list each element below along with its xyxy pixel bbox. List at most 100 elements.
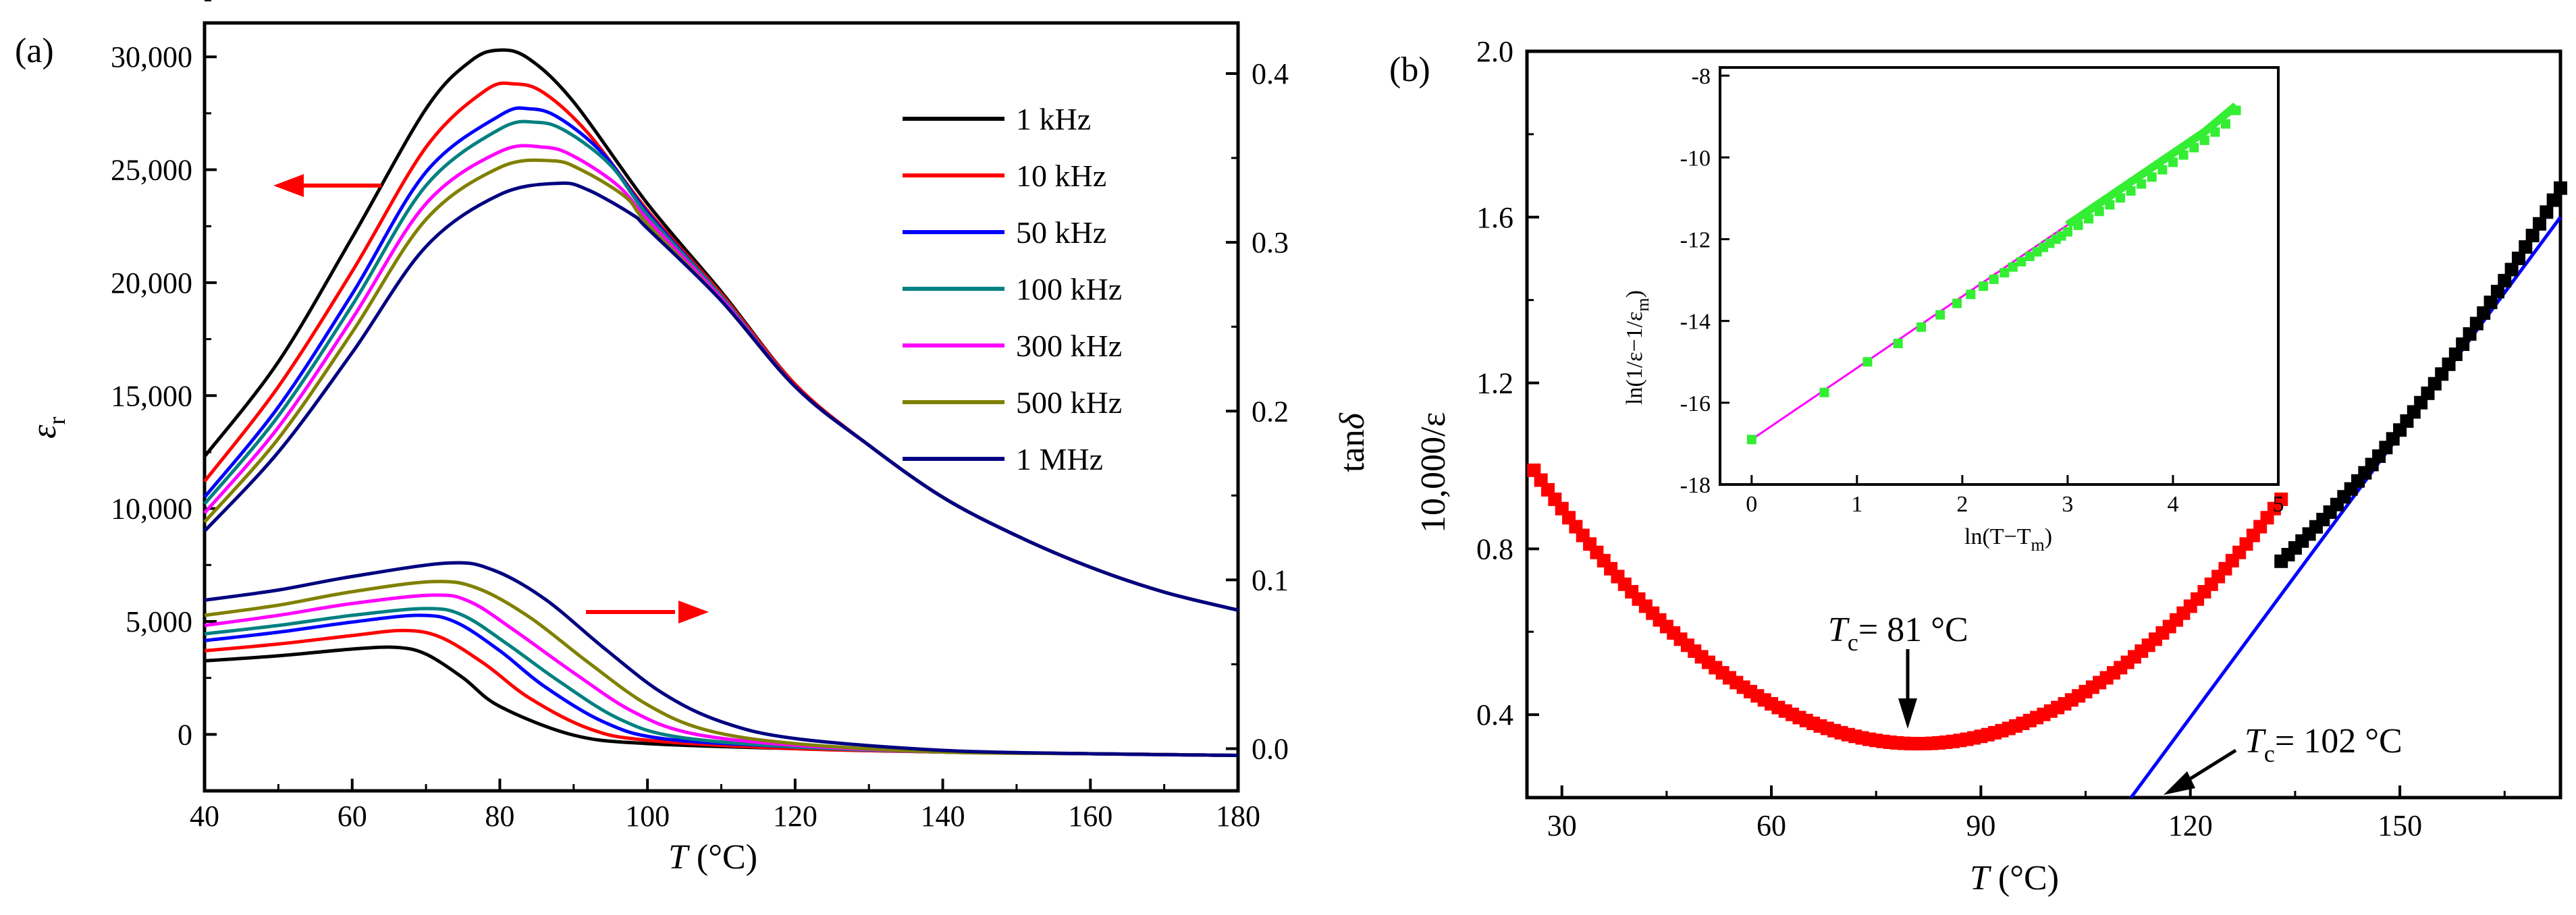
legend-label: 1 kHz	[1016, 102, 1091, 136]
inset-data-point	[1746, 435, 1756, 445]
right-y-tick-label: 0.2	[1252, 395, 1289, 428]
inset-data-point	[1862, 357, 1873, 367]
x-tick-label: 100	[625, 800, 670, 833]
x-tick-label: 60	[338, 800, 367, 833]
black-data-point	[2490, 285, 2504, 299]
x-tick-label: 60	[1756, 809, 1786, 842]
inset-data-point	[2084, 214, 2094, 224]
left-y-tick-label: 0	[178, 718, 192, 751]
inset-data-point	[2073, 220, 2083, 230]
panel-a-curves	[203, 48, 1239, 757]
loss-curve	[204, 580, 1239, 757]
inset-data-point	[2168, 157, 2178, 167]
tc-102-arrow-icon	[2164, 748, 2237, 795]
x-tick-label: 140	[921, 800, 965, 833]
black-data-point	[2511, 251, 2525, 265]
inset-y-tick-label: -14	[1680, 310, 1711, 335]
black-data-point	[2456, 337, 2470, 352]
panel-a-x-label: T (°C)	[668, 838, 757, 877]
left-y-tick-label: 5,000	[126, 605, 192, 638]
legend-label: 300 kHz	[1016, 329, 1122, 363]
inset-data-point	[2105, 200, 2115, 210]
y-tick-label: 0.4	[1476, 698, 1513, 731]
y-tick-label: 2.0	[1476, 35, 1513, 68]
panel-a-left-y-label: εr	[25, 417, 70, 439]
black-data-point	[2540, 205, 2554, 219]
right-y-tick-label: 0.1	[1252, 563, 1289, 597]
legend-label: 50 kHz	[1016, 215, 1106, 250]
legend-label: 1 MHz	[1016, 442, 1103, 476]
right-y-tick-label: 0.0	[1252, 732, 1289, 765]
inset-data-point	[1979, 281, 1989, 292]
inset-data-point	[2126, 186, 2136, 196]
inset-x-tick-label: 1	[1851, 492, 1862, 517]
inset-data-point	[1952, 298, 1962, 308]
inset-y-tick-label: -8	[1692, 64, 1711, 89]
black-data-point	[2546, 193, 2560, 207]
tc-102-annotation: Tc= 102 °C	[2245, 722, 2403, 767]
inset-x-tick-label: 5	[2273, 492, 2284, 517]
panel-a-label: (a)	[15, 32, 54, 70]
inset-data-point	[2094, 206, 2104, 217]
inset-plot: 0 1 2 3 4 5 -18 -16 -14 -12 -10 -8 ln(T−Tm) ln(1/ε…	[1622, 64, 2284, 555]
black-data-point	[2477, 306, 2491, 320]
right-y-tick-label: 0.4	[1252, 57, 1289, 90]
right-y-tick-label: 0.3	[1252, 226, 1289, 259]
left-y-tick-label: 20,000	[111, 267, 192, 300]
inset-x-ticks: 0 1 2 3 4 5	[1746, 475, 2284, 517]
inset-data-point	[2210, 127, 2220, 137]
panel-b-data	[1527, 181, 2567, 799]
inset-y-tick-label: -18	[1680, 473, 1711, 498]
inset-data-point	[2199, 135, 2209, 145]
panel-a-right-y-ticks: 0.0 0.1 0.2 0.3 0.4	[1226, 57, 1289, 765]
inset-x-tick-label: 3	[2062, 492, 2073, 517]
panel-b-x-ticks: 30 60 90 120 150	[1547, 785, 2506, 842]
inset-data-point	[1966, 289, 1976, 300]
panel-b: (b) 30 60 90 120 150 0.40.81.21.62.0 T (°C) …	[1389, 35, 2567, 897]
inset-data-point	[2115, 193, 2125, 203]
legend-label: 100 kHz	[1016, 272, 1122, 306]
x-tick-label: 180	[1216, 800, 1260, 833]
x-tick-label: 160	[1068, 800, 1112, 833]
legend-label: 10 kHz	[1016, 159, 1106, 193]
inset-data-point	[2157, 165, 2168, 175]
inset-x-tick-label: 0	[1746, 492, 1757, 517]
red-data-point	[2274, 492, 2288, 506]
panel-a-legend: 1 kHz 10 kHz 50 kHz 100 kHz 300 kHz 500 kHz 1 …	[903, 102, 1122, 476]
inset-data-point	[1893, 338, 1903, 348]
y-tick-label: 1.6	[1476, 201, 1513, 234]
panel-b-plot-frame	[1525, 49, 2562, 800]
x-tick-label: 30	[1547, 809, 1577, 842]
inset-data-point	[1819, 387, 1829, 397]
black-data-point	[2463, 327, 2477, 341]
panel-a: (a) 40 60 80 100 120 140 160 180 0 5,000 10,000 15…	[15, 0, 1372, 877]
inset-data-point	[2008, 262, 2018, 272]
inset-frame	[1719, 66, 2280, 486]
y-tick-label: 0.8	[1476, 532, 1513, 565]
panel-b-y-label: 10,000/ε	[1414, 412, 1453, 533]
loss-curve	[204, 593, 1239, 757]
panel-a-x-ticks: 40 60 80 100 120 140 160 180	[190, 779, 1260, 833]
panel-a-left-y-ticks: 0 5,000 10,000 15,000 20,000 25,000 30,000	[111, 0, 217, 751]
x-tick-label: 90	[1966, 809, 1995, 842]
x-tick-label: 80	[485, 800, 514, 833]
inset-data-point	[2231, 105, 2241, 115]
inset-data-point	[2147, 172, 2157, 182]
tc-81-arrow-icon	[1898, 649, 1917, 729]
tc-81-annotation: Tc= 81 °C	[1828, 611, 1968, 656]
left-y-tick-label: 30,000	[111, 40, 192, 74]
inset-data-point	[2000, 268, 2010, 278]
y-tick-label: 1.2	[1476, 367, 1513, 400]
panel-a-right-y-label: tanδ	[1333, 412, 1372, 472]
panel-b-x-label: T (°C)	[1970, 859, 2059, 897]
x-tick-label: 120	[773, 800, 817, 833]
inset-data-point	[1935, 310, 1946, 320]
black-data-point	[2504, 262, 2519, 277]
black-data-point	[2469, 316, 2484, 331]
inset-data-point	[2062, 227, 2072, 237]
permittivity-curve	[203, 119, 1239, 612]
inset-data-point	[2024, 251, 2035, 261]
black-data-point	[2532, 217, 2546, 231]
loss-curve	[204, 561, 1239, 757]
